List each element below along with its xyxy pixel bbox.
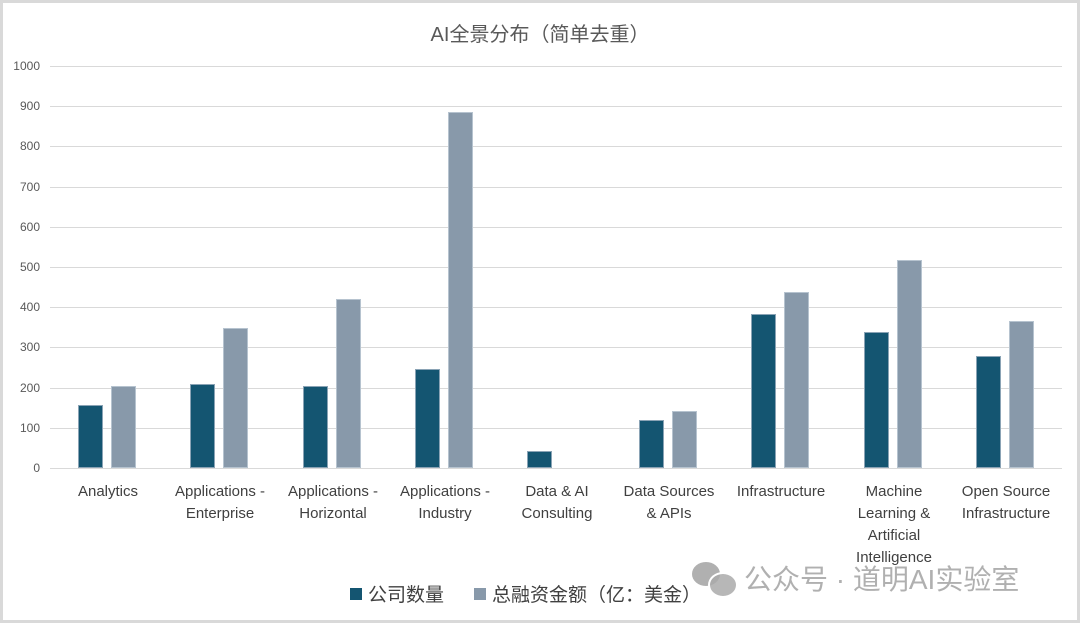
bar-company-count bbox=[864, 332, 889, 468]
x-category-label: Applications - Enterprise bbox=[174, 483, 266, 522]
bar-total-funding bbox=[111, 386, 136, 468]
y-tick-label: 900 bbox=[19, 99, 40, 113]
gridline bbox=[50, 428, 1062, 429]
bar-company-count bbox=[639, 420, 664, 468]
x-category-label: Data Sources & APIs bbox=[623, 483, 715, 522]
y-tick-label: 300 bbox=[19, 340, 40, 354]
bar-total-funding bbox=[897, 260, 922, 468]
y-tick-label: 100 bbox=[19, 421, 40, 435]
bar-company-count bbox=[78, 405, 103, 468]
bar-company-count bbox=[190, 384, 215, 468]
x-category-label: Data & AI Consulting bbox=[521, 483, 593, 522]
y-tick-label: 500 bbox=[19, 260, 40, 274]
bar-total-funding bbox=[448, 112, 473, 468]
bar-company-count bbox=[415, 369, 440, 468]
x-category-label: Applications - Horizontal bbox=[287, 483, 379, 522]
bar-total-funding bbox=[672, 411, 697, 468]
bar-company-count bbox=[303, 386, 328, 468]
legend-label: 公司数量 bbox=[368, 585, 445, 606]
y-tick-label: 0 bbox=[33, 461, 40, 475]
gridline bbox=[50, 468, 1062, 469]
gridline bbox=[50, 307, 1062, 308]
gridline bbox=[50, 227, 1062, 228]
legend: 公司数量 总融资金额（亿：美金） bbox=[350, 580, 731, 607]
bar-company-count bbox=[751, 314, 776, 468]
bar-total-funding bbox=[336, 299, 361, 468]
y-tick-label: 700 bbox=[19, 180, 40, 194]
y-tick-label: 800 bbox=[19, 139, 40, 153]
gridline bbox=[50, 347, 1062, 348]
x-category-label: Infrastructure bbox=[736, 483, 826, 500]
watermark: 公众号 · 道明AI实验室 bbox=[690, 558, 1019, 598]
gridline bbox=[50, 146, 1062, 147]
y-tick-label: 600 bbox=[19, 220, 40, 234]
bar-company-count bbox=[527, 451, 552, 468]
y-tick-label: 400 bbox=[19, 300, 40, 314]
watermark-text: 公众号 · 道明AI实验室 bbox=[744, 564, 1020, 595]
x-category-label: Machine Learning & Artificial Intelligen… bbox=[856, 483, 932, 566]
y-tick-label: 1000 bbox=[13, 59, 40, 73]
bar-total-funding bbox=[223, 328, 248, 468]
gridline bbox=[50, 187, 1062, 188]
gridline bbox=[50, 267, 1062, 268]
x-category-label: Applications - Industry bbox=[399, 483, 491, 522]
bar-total-funding bbox=[784, 292, 809, 468]
legend-swatch-total-funding bbox=[474, 587, 487, 600]
legend-swatch-company-count bbox=[350, 587, 362, 600]
legend-label: 总融资金额（亿：美金） bbox=[492, 585, 702, 606]
y-tick-label: 200 bbox=[19, 381, 40, 395]
legend-item-company-count: 公司数量 bbox=[350, 580, 444, 607]
gridline bbox=[50, 388, 1062, 389]
gridline bbox=[50, 106, 1062, 107]
wechat-icon bbox=[690, 560, 738, 598]
x-category-label: Analytics bbox=[77, 483, 139, 500]
legend-item-total-funding: 总融资金额（亿：美金） bbox=[474, 580, 701, 607]
bar-company-count bbox=[976, 356, 1001, 468]
x-category-label: Open Source Infrastructure bbox=[961, 483, 1051, 522]
gridline bbox=[50, 66, 1062, 67]
chart-title: AI全景分布（简单去重） bbox=[430, 24, 650, 46]
bar-total-funding bbox=[1009, 321, 1034, 468]
